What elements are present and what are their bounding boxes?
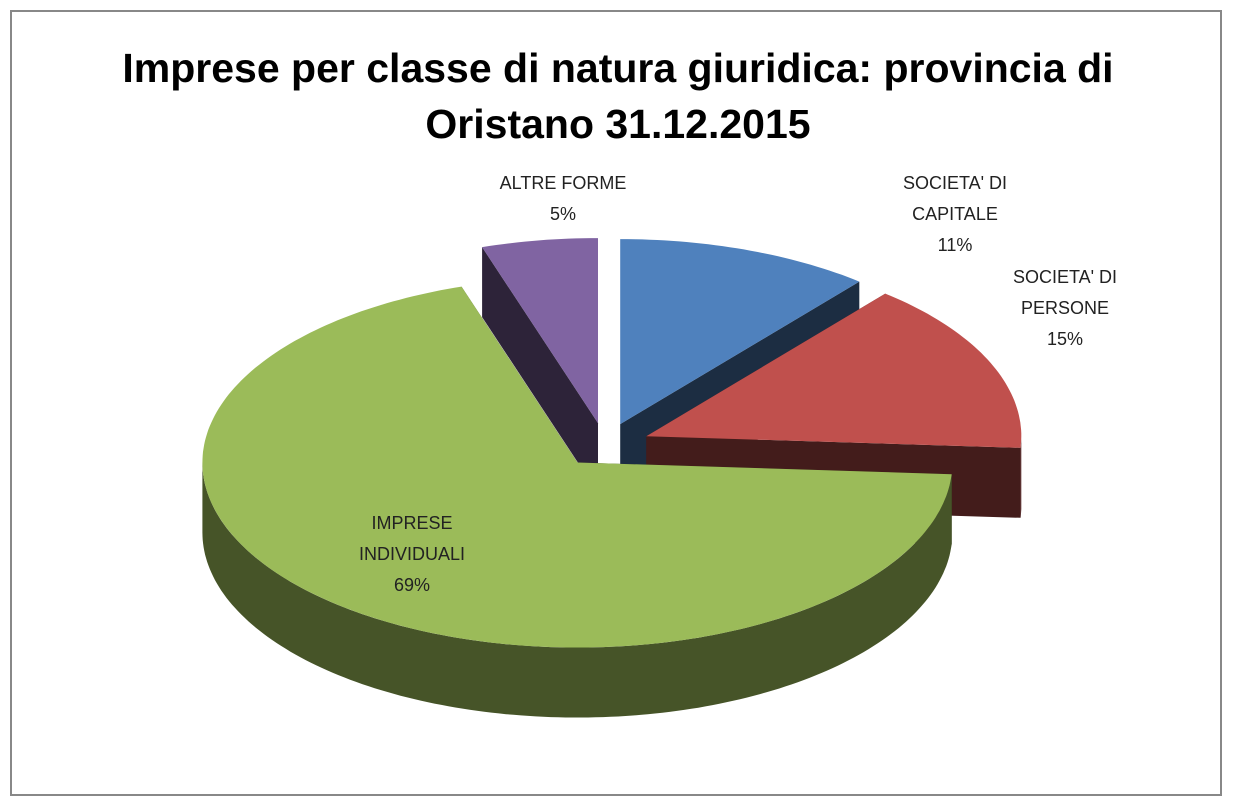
data-label: IMPRESE INDIVIDUALI 69% (327, 508, 497, 601)
slice-wall (482, 247, 598, 494)
data-label: ALTRE FORME 5% (478, 168, 648, 230)
chart-frame (10, 10, 1222, 796)
slice-side (1020, 436, 1022, 518)
category-label: IMPRESE INDIVIDUALI (358, 513, 466, 564)
value-label: 5% (549, 204, 576, 224)
value-label: 69% (393, 575, 431, 595)
slice-side (202, 462, 952, 718)
slice (482, 238, 598, 424)
data-label: SOCIETA' DI CAPITALE 11% (870, 168, 1040, 261)
slice (202, 286, 952, 648)
category-label: SOCIETA' DI CAPITALE (902, 173, 1008, 224)
category-label: SOCIETA' DI PERSONE (1012, 267, 1118, 318)
value-label: 15% (1046, 329, 1084, 349)
slice (646, 293, 1022, 448)
data-label: SOCIETA' DI PERSONE 15% (980, 262, 1150, 355)
category-label: ALTRE FORME (499, 173, 627, 193)
chart-title: Imprese per classe di natura giuridica: … (122, 45, 1114, 147)
slice (620, 239, 860, 425)
value-label: 11% (937, 235, 973, 255)
